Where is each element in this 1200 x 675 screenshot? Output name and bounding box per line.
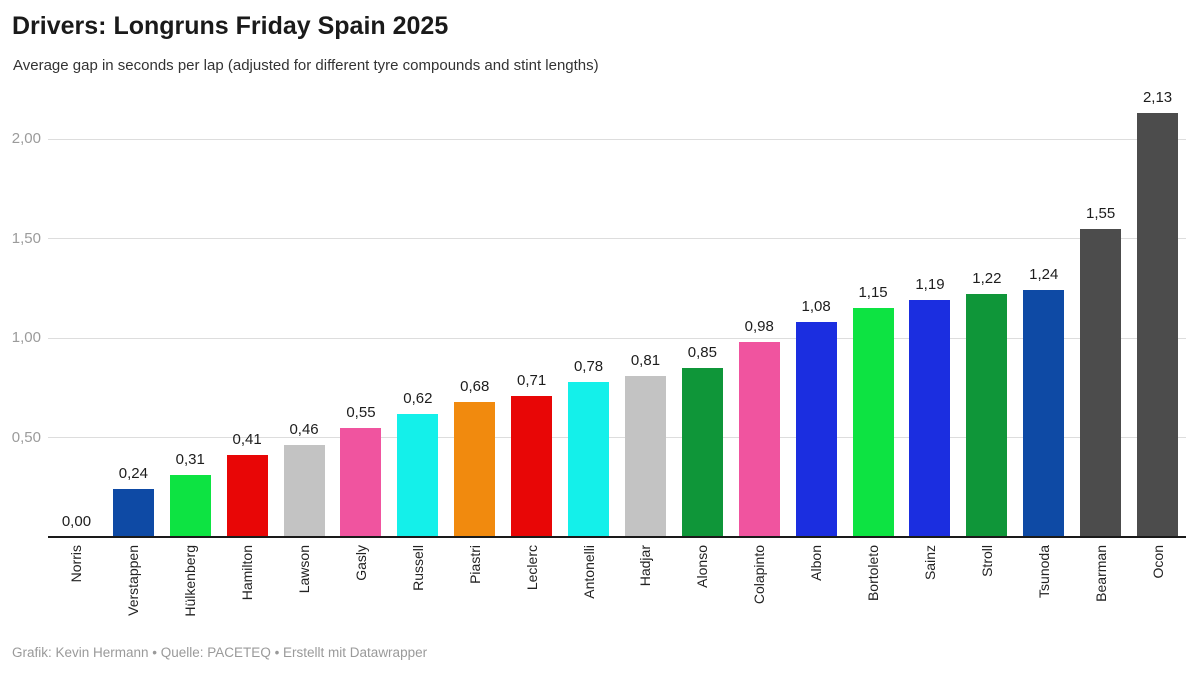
x-axis-label: Hülkenberg bbox=[182, 545, 199, 617]
bar-value-label: 1,08 bbox=[801, 298, 831, 315]
bar-value-label: 0,71 bbox=[517, 372, 547, 389]
bar-value-label: 0,46 bbox=[289, 421, 319, 438]
gridline bbox=[48, 238, 1186, 239]
bar[interactable] bbox=[454, 402, 496, 537]
bar-value-label: 0,68 bbox=[460, 378, 490, 395]
y-axis-tick-label: 1,00 bbox=[11, 329, 41, 346]
x-axis-line bbox=[48, 536, 1186, 538]
chart-subtitle: Average gap in seconds per lap (adjusted… bbox=[13, 57, 599, 74]
bar-value-label: 0,41 bbox=[232, 431, 262, 448]
x-axis-label: Lawson bbox=[296, 545, 313, 594]
bar[interactable] bbox=[738, 342, 780, 537]
bar-value-label: 1,22 bbox=[972, 270, 1002, 287]
bar-value-label: 1,15 bbox=[858, 284, 888, 301]
y-axis-tick-label: 0,50 bbox=[11, 428, 41, 446]
x-axis-label: Albon bbox=[808, 545, 825, 581]
bar-value-label: 0,31 bbox=[175, 451, 205, 468]
x-axis-label: Bortoleto bbox=[865, 545, 882, 602]
x-axis-label: Leclerc bbox=[523, 545, 540, 591]
x-axis-label: Bearman bbox=[1092, 545, 1109, 602]
bar[interactable] bbox=[340, 428, 382, 537]
bar-value-label: 1,55 bbox=[1086, 205, 1116, 222]
bar[interactable] bbox=[966, 294, 1008, 537]
bar-value-label: 0,81 bbox=[630, 352, 661, 369]
bar-value-label: 0,24 bbox=[118, 465, 148, 482]
y-axis-tick-label: 2,00 bbox=[11, 130, 41, 147]
bar[interactable] bbox=[511, 396, 553, 537]
x-axis-label: Colapinto bbox=[751, 545, 768, 605]
x-axis-label: Tsunoda bbox=[1035, 545, 1052, 598]
gridline bbox=[48, 138, 1186, 140]
x-axis-label: Hamilton bbox=[239, 545, 256, 601]
bar[interactable] bbox=[1080, 229, 1122, 537]
y-axis-tick-label: 1,50 bbox=[11, 229, 41, 247]
x-axis-label: Piastri bbox=[466, 545, 483, 584]
bar[interactable] bbox=[283, 445, 325, 537]
x-axis-label: Sainz bbox=[921, 545, 938, 581]
bar-value-label: 1,24 bbox=[1029, 266, 1059, 283]
x-axis-label: Russell bbox=[409, 545, 426, 591]
bar[interactable] bbox=[624, 376, 666, 537]
bar-value-label: 1,19 bbox=[915, 276, 945, 293]
x-axis-label: Stroll bbox=[978, 545, 995, 577]
x-axis-label: Hadjar bbox=[637, 545, 654, 587]
bar-value-label: 0,78 bbox=[573, 358, 604, 375]
gridline bbox=[48, 337, 1186, 339]
x-axis-label: Antonelli bbox=[580, 545, 597, 599]
bar-value-label: 0,98 bbox=[744, 318, 774, 335]
bar[interactable] bbox=[397, 414, 439, 537]
footer-credit: Grafik: Kevin Hermann • Quelle: PACETEQ … bbox=[12, 645, 428, 660]
bar-value-label: 2,13 bbox=[1142, 89, 1173, 106]
bar-value-label: 0,62 bbox=[403, 390, 433, 407]
bar[interactable] bbox=[568, 382, 610, 537]
bar[interactable] bbox=[909, 300, 951, 537]
x-axis-label: Gasly bbox=[352, 545, 369, 581]
x-axis-label: Ocon bbox=[1149, 545, 1166, 579]
bar[interactable] bbox=[852, 308, 894, 537]
bar[interactable] bbox=[681, 368, 723, 537]
bar[interactable] bbox=[226, 455, 268, 537]
gridline bbox=[48, 437, 1186, 438]
bar[interactable] bbox=[112, 489, 154, 537]
bar[interactable] bbox=[169, 475, 211, 537]
bar[interactable] bbox=[1023, 290, 1065, 537]
chart-title: Drivers: Longruns Friday Spain 2025 bbox=[12, 12, 449, 40]
bar-value-label: 0,85 bbox=[687, 344, 717, 361]
x-axis-label: Norris bbox=[68, 545, 85, 583]
bar-value-label: 0,00 bbox=[61, 513, 92, 530]
x-axis-label: Alonso bbox=[694, 545, 711, 588]
bar[interactable] bbox=[795, 322, 837, 537]
bar-value-label: 0,55 bbox=[346, 404, 376, 421]
bar[interactable] bbox=[1137, 113, 1179, 537]
x-axis-label: Verstappen bbox=[125, 545, 142, 616]
